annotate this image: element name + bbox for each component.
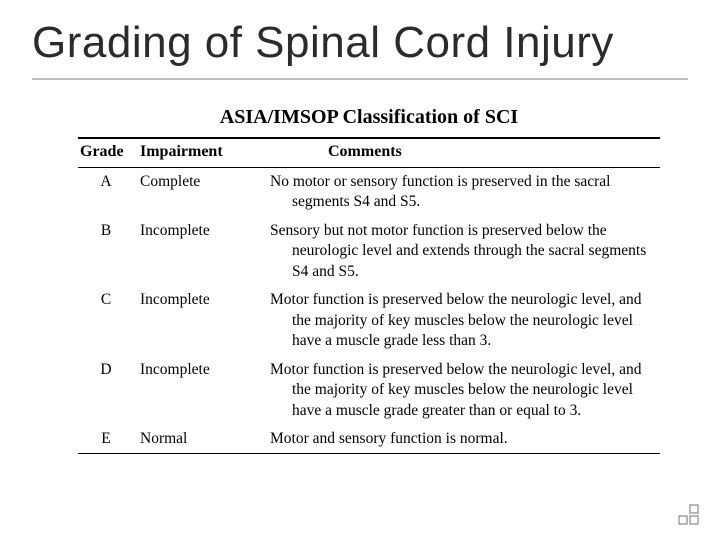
- classification-table-area: ASIA/IMSOP Classification of SCI Grade I…: [78, 106, 660, 454]
- col-header-comments: Comments: [268, 139, 660, 168]
- table-header-row: Grade Impairment Comments: [78, 139, 660, 168]
- cell-comments: Motor and sensory function is normal.: [268, 425, 660, 454]
- cell-grade: A: [78, 168, 138, 217]
- cell-impairment: Incomplete: [138, 356, 268, 425]
- cell-grade: E: [78, 425, 138, 454]
- cell-comments: No motor or sensory function is preserve…: [268, 168, 660, 217]
- cell-grade: B: [78, 217, 138, 286]
- table-caption: ASIA/IMSOP Classification of SCI: [78, 106, 660, 137]
- cell-impairment: Incomplete: [138, 217, 268, 286]
- table-row: A Complete No motor or sensory function …: [78, 168, 660, 217]
- col-header-grade: Grade: [78, 139, 138, 168]
- table-row: C Incomplete Motor function is preserved…: [78, 286, 660, 355]
- cell-grade: C: [78, 286, 138, 355]
- slide: Grading of Spinal Cord Injury ASIA/IMSOP…: [0, 0, 720, 540]
- classification-table: Grade Impairment Comments A Complete No …: [78, 137, 660, 454]
- corner-mark-icon: [678, 504, 700, 526]
- cell-grade: D: [78, 356, 138, 425]
- title-underline: [32, 78, 688, 80]
- cell-impairment: Complete: [138, 168, 268, 217]
- cell-comments: Sensory but not motor function is preser…: [268, 217, 660, 286]
- table-row: E Normal Motor and sensory function is n…: [78, 425, 660, 454]
- table-row: B Incomplete Sensory but not motor funct…: [78, 217, 660, 286]
- table-row: D Incomplete Motor function is preserved…: [78, 356, 660, 425]
- cell-comments: Motor function is preserved below the ne…: [268, 356, 660, 425]
- col-header-impairment: Impairment: [138, 139, 268, 168]
- footer-rule: [78, 454, 660, 455]
- page-title: Grading of Spinal Cord Injury: [32, 18, 688, 68]
- cell-impairment: Incomplete: [138, 286, 268, 355]
- cell-impairment: Normal: [138, 425, 268, 454]
- title-wrap: Grading of Spinal Cord Injury: [0, 0, 720, 72]
- cell-comments: Motor function is preserved below the ne…: [268, 286, 660, 355]
